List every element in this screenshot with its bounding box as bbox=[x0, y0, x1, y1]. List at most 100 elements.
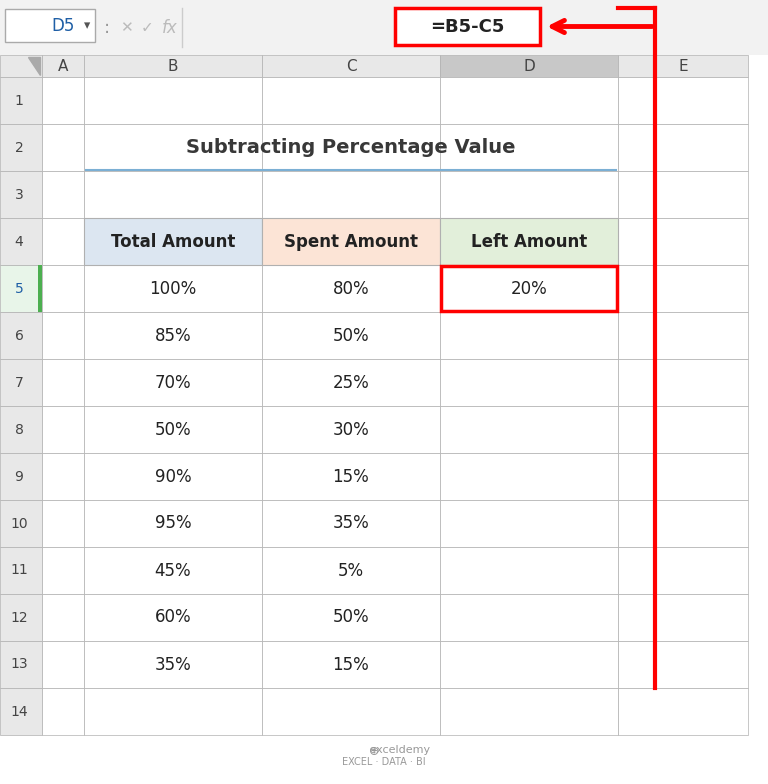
Bar bbox=[618, 171, 748, 218]
Bar bbox=[440, 312, 618, 359]
Bar bbox=[262, 359, 440, 406]
Bar bbox=[618, 218, 748, 265]
Bar bbox=[440, 641, 618, 688]
Bar bbox=[440, 594, 618, 641]
Bar bbox=[0, 547, 42, 594]
Text: 95%: 95% bbox=[154, 514, 191, 532]
Bar bbox=[0, 500, 42, 547]
Text: 90%: 90% bbox=[154, 467, 191, 485]
Bar bbox=[42, 641, 84, 688]
Text: D: D bbox=[523, 59, 535, 74]
Bar bbox=[262, 641, 440, 688]
Bar bbox=[618, 500, 748, 547]
Bar bbox=[42, 500, 84, 547]
Bar bbox=[84, 265, 262, 312]
Bar bbox=[84, 453, 262, 500]
Bar bbox=[440, 547, 618, 594]
Bar bbox=[440, 171, 618, 218]
Bar bbox=[618, 312, 748, 359]
Text: E: E bbox=[678, 59, 688, 74]
Text: 35%: 35% bbox=[333, 514, 369, 532]
Bar bbox=[262, 594, 440, 641]
Bar bbox=[42, 124, 84, 171]
Text: ▾: ▾ bbox=[84, 19, 90, 32]
Bar bbox=[262, 77, 440, 124]
Bar bbox=[42, 171, 84, 218]
Bar bbox=[440, 77, 618, 124]
Bar bbox=[440, 500, 618, 547]
Bar bbox=[42, 359, 84, 406]
Text: 5: 5 bbox=[15, 281, 23, 296]
Text: 35%: 35% bbox=[154, 655, 191, 673]
Bar bbox=[42, 406, 84, 453]
Bar bbox=[84, 218, 262, 265]
Text: Subtracting Percentage Value: Subtracting Percentage Value bbox=[187, 138, 516, 157]
Text: 3: 3 bbox=[15, 187, 23, 201]
Text: ⊕: ⊕ bbox=[369, 745, 379, 758]
Bar bbox=[42, 55, 84, 77]
Text: C: C bbox=[346, 59, 356, 74]
Text: 85%: 85% bbox=[154, 326, 191, 344]
Bar bbox=[262, 265, 440, 312]
Bar bbox=[0, 218, 42, 265]
Bar bbox=[262, 688, 440, 735]
Bar bbox=[262, 218, 440, 265]
Bar bbox=[38, 265, 42, 312]
Bar bbox=[84, 594, 262, 641]
Bar bbox=[618, 124, 748, 171]
Bar bbox=[0, 594, 42, 641]
Polygon shape bbox=[28, 57, 40, 75]
Text: exceldemy: exceldemy bbox=[366, 745, 430, 755]
Bar bbox=[618, 406, 748, 453]
Bar bbox=[0, 312, 42, 359]
Bar bbox=[42, 265, 84, 312]
Bar bbox=[618, 55, 748, 77]
Bar bbox=[262, 55, 440, 77]
Text: A: A bbox=[58, 59, 68, 74]
Text: 70%: 70% bbox=[154, 373, 191, 391]
Bar bbox=[440, 265, 618, 312]
Bar bbox=[42, 218, 84, 265]
Bar bbox=[440, 218, 618, 265]
Text: 50%: 50% bbox=[154, 420, 191, 438]
Bar bbox=[440, 218, 618, 265]
Bar bbox=[0, 55, 42, 77]
Bar bbox=[0, 359, 42, 406]
Bar bbox=[84, 171, 262, 218]
Bar bbox=[84, 500, 262, 547]
Bar bbox=[262, 312, 440, 359]
Text: 12: 12 bbox=[10, 611, 28, 625]
Bar bbox=[84, 547, 262, 594]
Bar bbox=[42, 688, 84, 735]
Bar bbox=[84, 55, 262, 77]
Text: 8: 8 bbox=[15, 423, 24, 437]
Text: 1: 1 bbox=[15, 93, 24, 107]
Bar bbox=[0, 265, 42, 312]
Text: 15%: 15% bbox=[333, 655, 369, 673]
Text: 2: 2 bbox=[15, 140, 23, 154]
Text: D5: D5 bbox=[51, 16, 75, 34]
Text: 25%: 25% bbox=[333, 373, 369, 391]
Bar bbox=[440, 453, 618, 500]
Bar bbox=[42, 547, 84, 594]
Bar bbox=[0, 453, 42, 500]
Text: EXCEL · DATA · BI: EXCEL · DATA · BI bbox=[343, 757, 425, 767]
Text: fx: fx bbox=[162, 19, 178, 37]
Bar bbox=[262, 218, 440, 265]
Bar bbox=[0, 406, 42, 453]
Bar bbox=[84, 688, 262, 735]
Bar bbox=[42, 312, 84, 359]
Text: 13: 13 bbox=[10, 658, 28, 672]
Bar bbox=[84, 359, 262, 406]
Text: 10: 10 bbox=[10, 517, 28, 531]
Bar bbox=[84, 77, 262, 124]
Text: Left Amount: Left Amount bbox=[471, 233, 587, 251]
Bar bbox=[42, 77, 84, 124]
Bar bbox=[84, 312, 262, 359]
Bar bbox=[618, 77, 748, 124]
Bar bbox=[262, 453, 440, 500]
Bar bbox=[5, 9, 95, 42]
Bar bbox=[618, 265, 748, 312]
Bar bbox=[262, 406, 440, 453]
Text: 60%: 60% bbox=[154, 608, 191, 626]
